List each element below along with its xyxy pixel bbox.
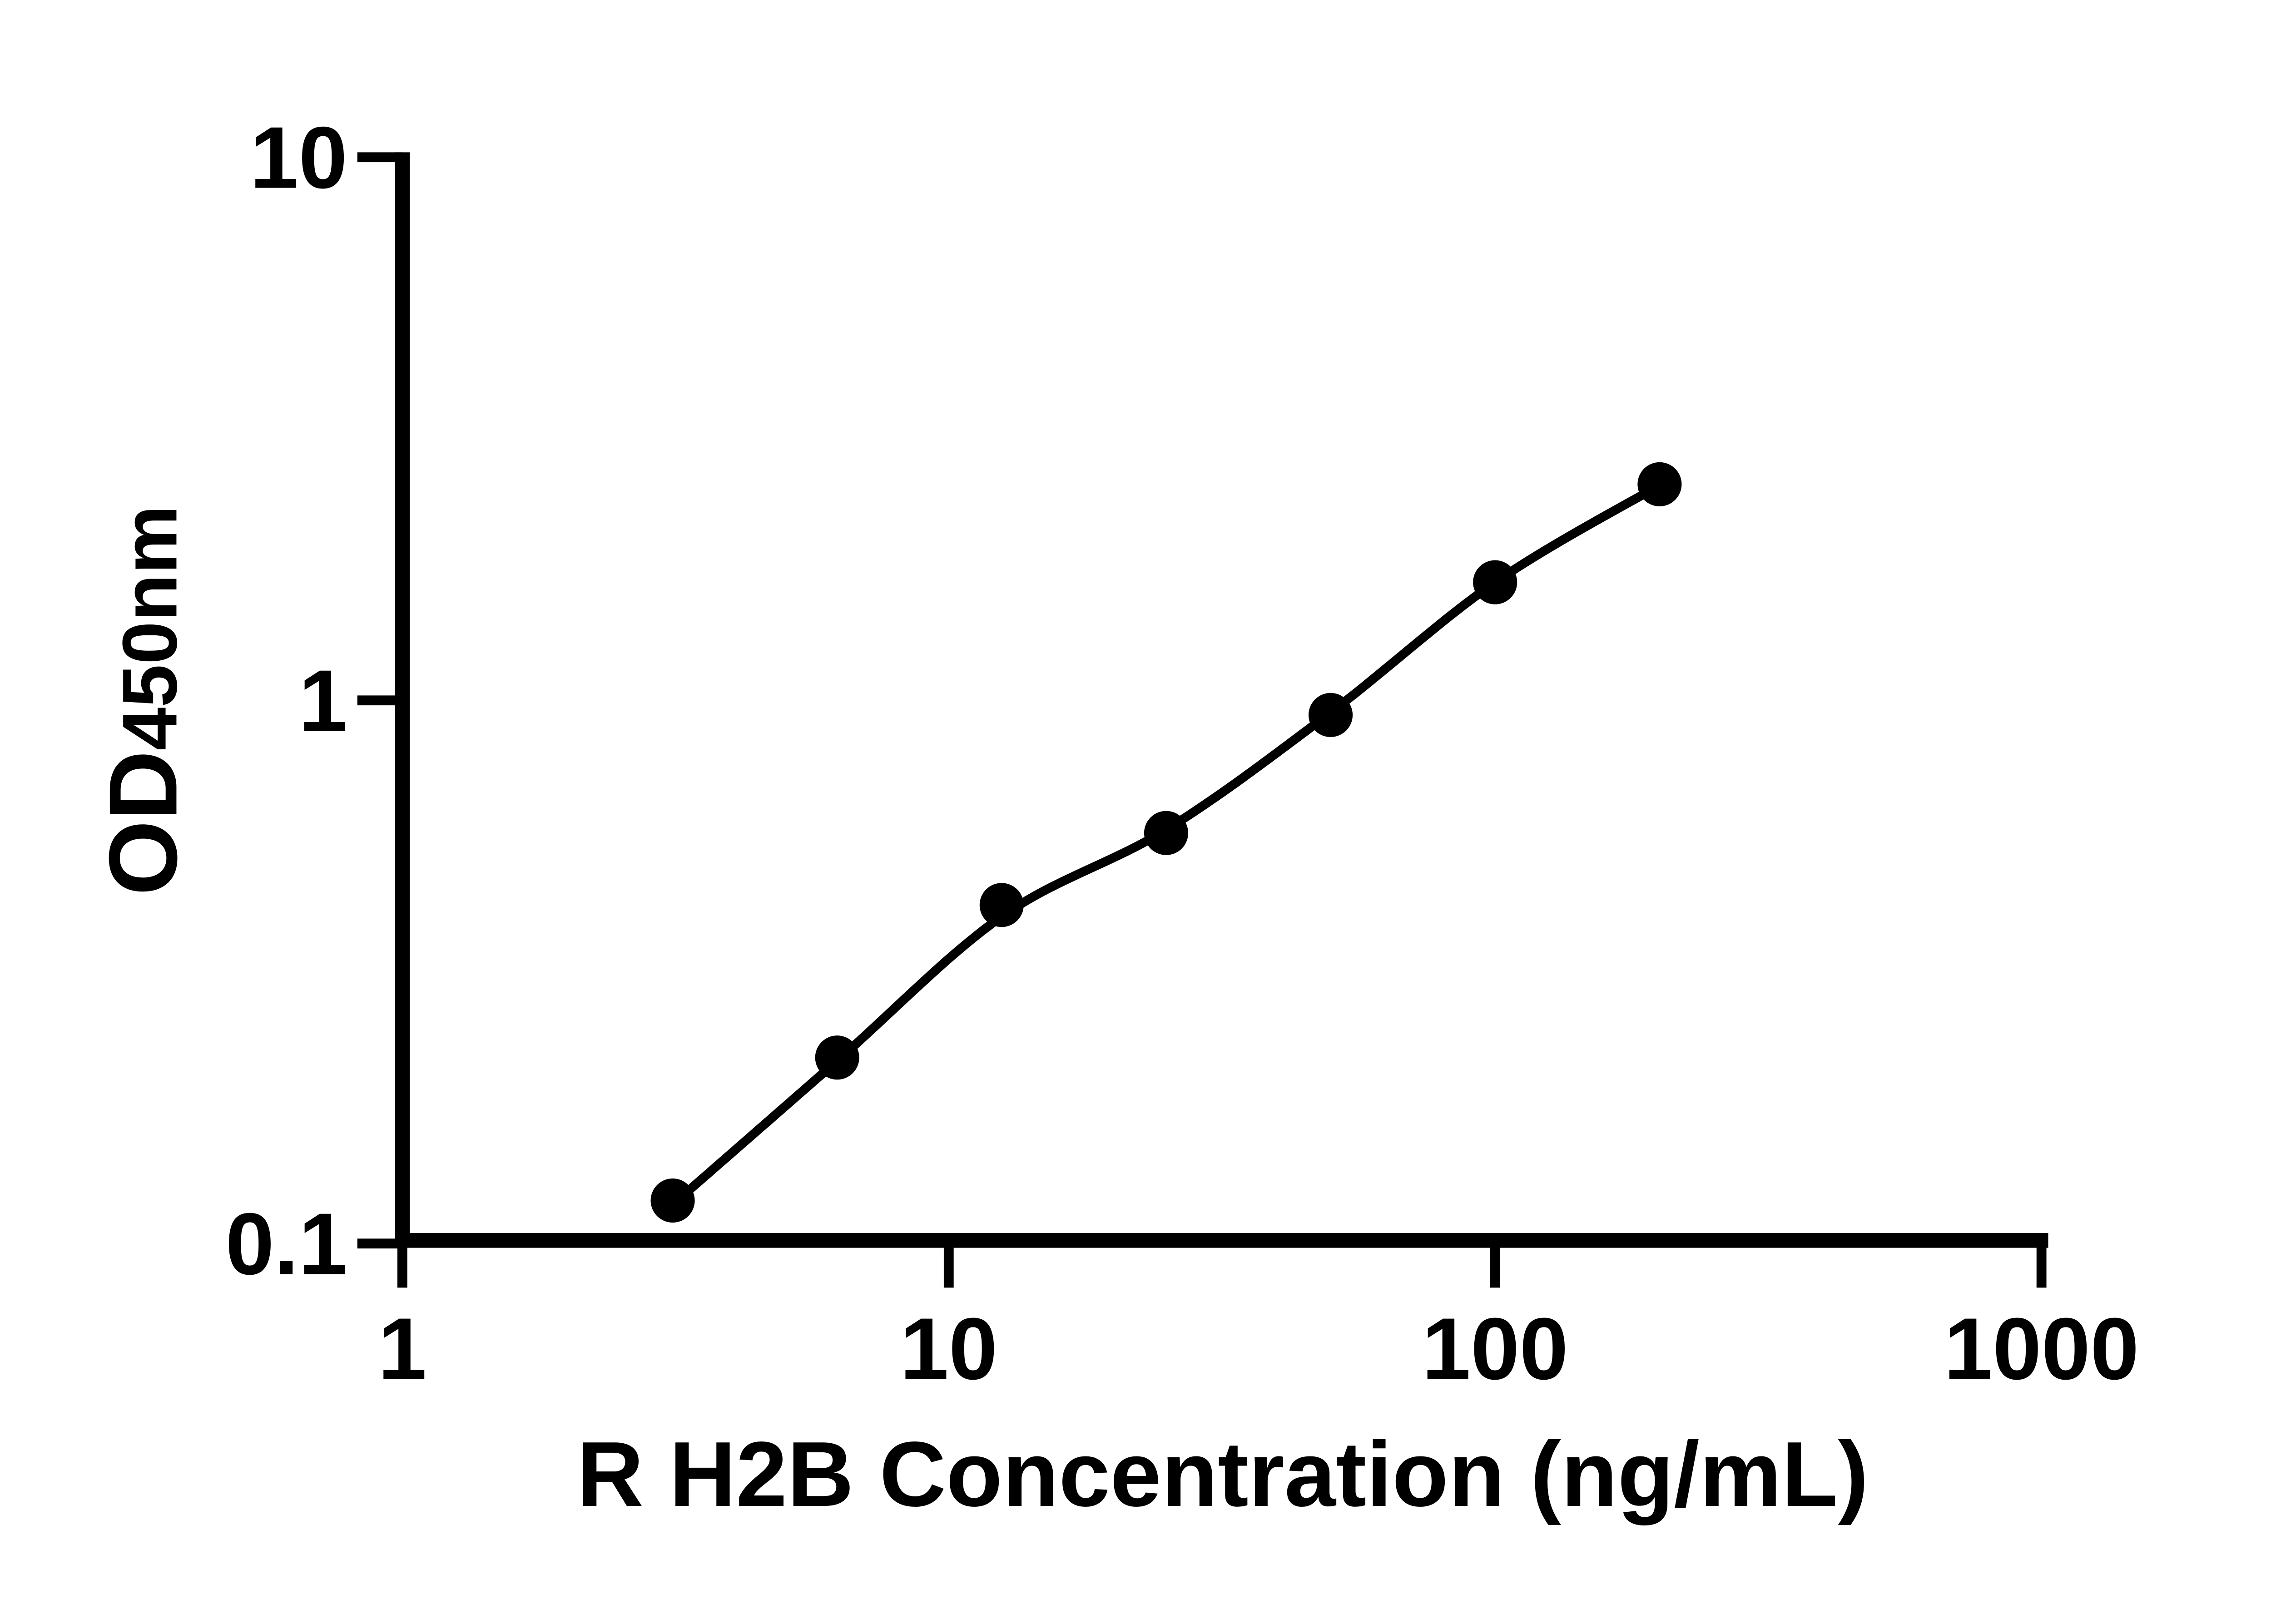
y-tick-label: 1 [298, 652, 347, 750]
y-tick-label: 10 [250, 109, 347, 207]
data-point-marker [979, 883, 1024, 927]
y-axis-title: OD450nm [89, 505, 197, 896]
x-tick-label: 1000 [1944, 1300, 2139, 1398]
data-points-group [650, 462, 1682, 1223]
y-tick-label: 0.1 [225, 1195, 347, 1293]
data-point-marker [1144, 811, 1189, 855]
data-point-marker [650, 1178, 695, 1223]
x-ticks-group: 1 10 100 1000 [378, 1240, 2139, 1398]
data-point-marker [1637, 462, 1682, 506]
x-axis-title: R H2B Concentration (ng/mL) [577, 1423, 1869, 1526]
data-point-marker [1308, 693, 1353, 737]
data-point-marker [1473, 560, 1517, 604]
y-axis-title-subscript: 450nm [107, 505, 193, 750]
data-point-marker [815, 1035, 859, 1080]
y-axis-title-main: OD [89, 750, 197, 896]
x-tick-label: 10 [900, 1300, 997, 1398]
x-tick-label: 100 [1422, 1300, 1568, 1398]
x-tick-label: 1 [378, 1300, 426, 1398]
y-ticks-group: 10 1 0.1 [225, 109, 402, 1293]
